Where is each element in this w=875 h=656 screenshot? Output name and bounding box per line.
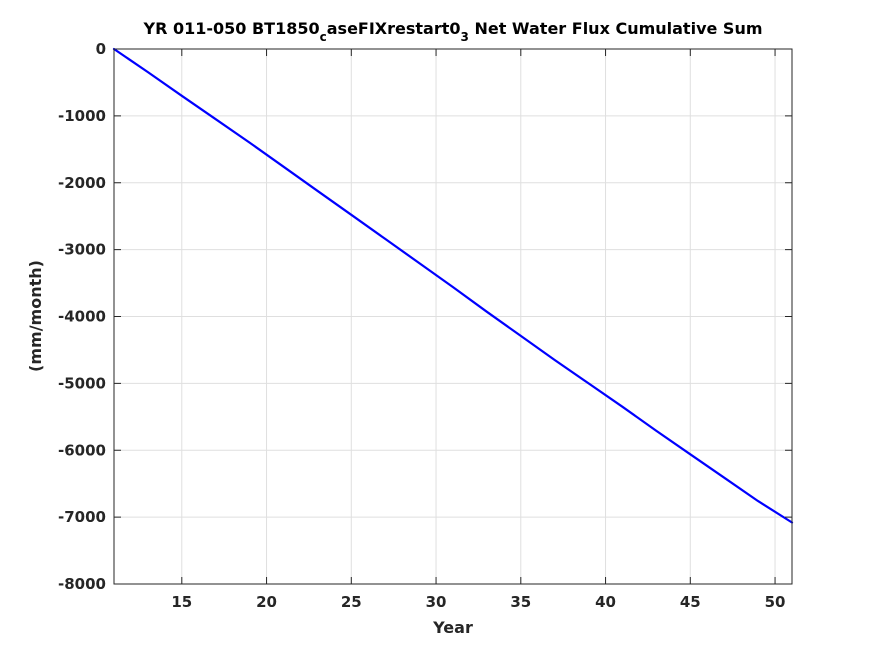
x-tick-label: 50 xyxy=(765,593,786,611)
y-tick-label: -3000 xyxy=(58,241,106,259)
y-tick-label: -8000 xyxy=(58,575,106,593)
y-tick-label: -7000 xyxy=(58,508,106,526)
x-tick-label: 30 xyxy=(426,593,447,611)
title-subscript-2: 3 xyxy=(461,30,469,44)
x-tick-label: 40 xyxy=(595,593,616,611)
x-tick-labels: 15 20 25 30 35 40 45 50 xyxy=(171,593,785,611)
y-axis-label: (mm/month) xyxy=(26,260,45,372)
chart-title: YR 011-050 BT1850caseFIXrestart03 Net Wa… xyxy=(143,19,763,44)
series-line xyxy=(112,47,794,524)
x-axis-label: Year xyxy=(432,618,473,637)
title-part-2: aseFIXrestart0 xyxy=(327,19,461,38)
y-tick-label: -5000 xyxy=(58,374,106,392)
x-tick-label: 35 xyxy=(510,593,531,611)
y-tick-label: 0 xyxy=(96,40,106,58)
x-tick-label: 25 xyxy=(341,593,362,611)
x-tick-label: 20 xyxy=(256,593,277,611)
tick-marks xyxy=(114,48,792,585)
x-tick-label: 45 xyxy=(680,593,701,611)
x-tick-label: 15 xyxy=(171,593,192,611)
y-tick-label: -1000 xyxy=(58,107,106,125)
series-layer xyxy=(112,47,794,524)
title-part-3: Net Water Flux Cumulative Sum xyxy=(469,19,763,38)
title-subscript-1: c xyxy=(320,30,327,44)
title-part-1: YR 011-050 BT1850 xyxy=(143,19,320,38)
y-tick-label: -2000 xyxy=(58,174,106,192)
grid-lines xyxy=(114,48,792,585)
y-tick-label: -6000 xyxy=(58,441,106,459)
y-tick-label: -4000 xyxy=(58,308,106,326)
y-tick-labels: 0 -1000 -2000 -3000 -4000 -5000 -6000 -7000 -800… xyxy=(58,40,106,593)
